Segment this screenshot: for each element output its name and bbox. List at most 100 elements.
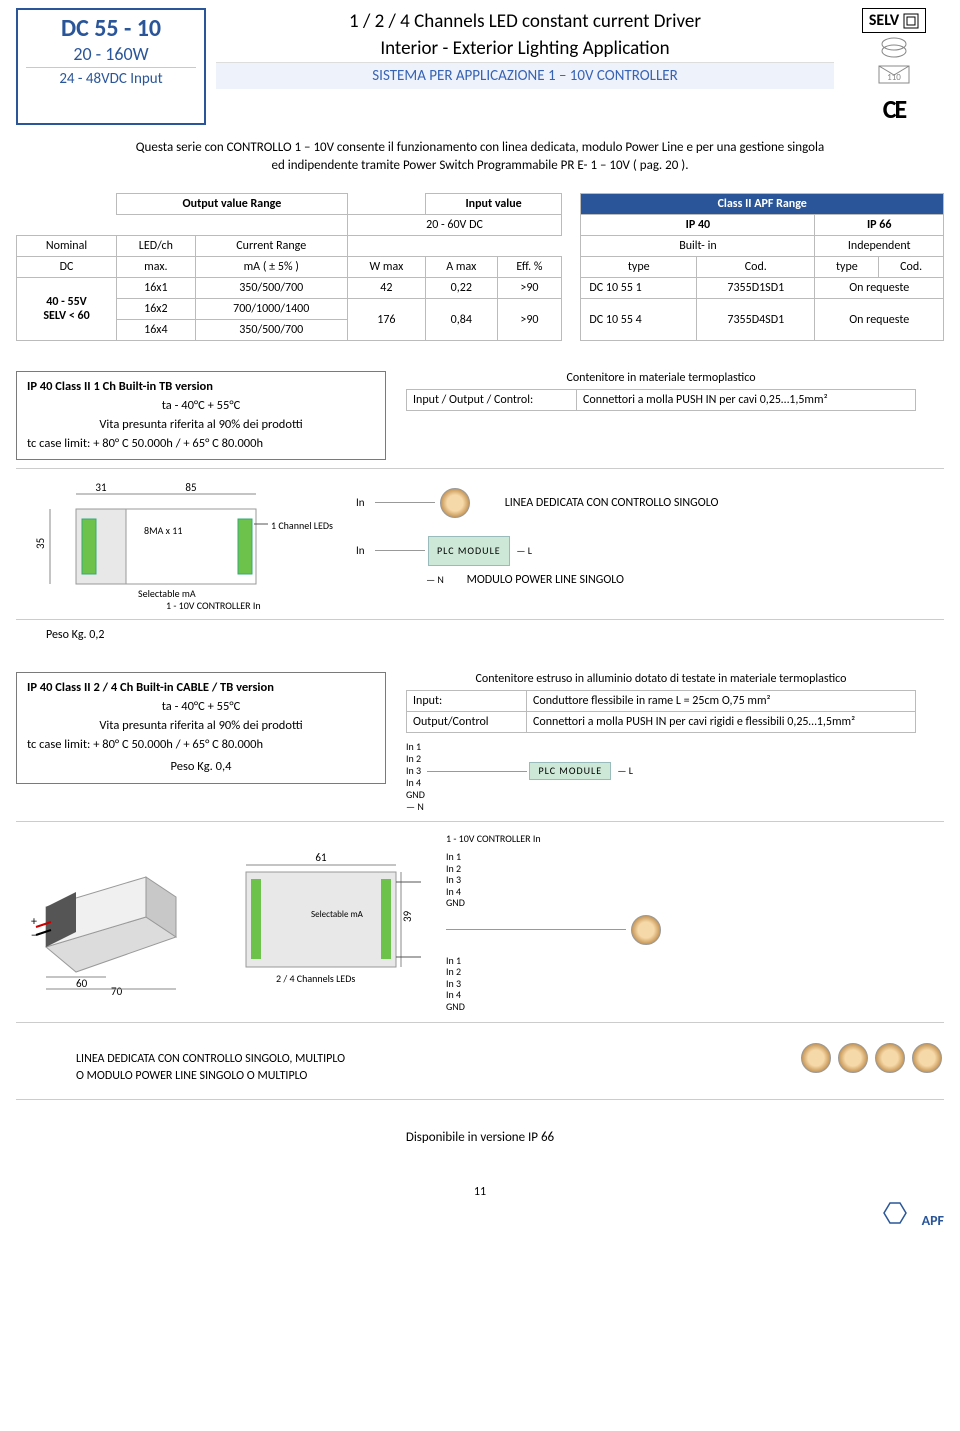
dial-icon: [801, 1043, 831, 1073]
footnote-text: LINEA DEDICATA CON CONTROLLO SINGOLO, MU…: [16, 1051, 799, 1085]
svg-text:110: 110: [887, 72, 901, 83]
h-indep: Independent: [815, 236, 944, 257]
svg-text:60: 60: [76, 977, 88, 990]
table-row: 16x2 700/1000/1400 176 0,84 >90 DC 10 55…: [17, 299, 944, 320]
device-photo-24ch: + − 60 70: [26, 847, 196, 997]
label-dedicata: LINEA DEDICATA CON CONTROLLO SINGOLO: [505, 496, 719, 510]
h-input: Input value: [425, 194, 561, 215]
r1-title: Contenitore in materiale termoplastico: [406, 371, 916, 385]
svg-text:2 / 4 Channels LEDs: 2 / 4 Channels LEDs: [276, 972, 355, 985]
dial-icon: [912, 1043, 942, 1073]
r1-b: Connettori a molla PUSH IN per cavi 0,25…: [577, 390, 916, 411]
spec1-tc: tc case limit: + 80° C 50.000h / + 65° C…: [27, 436, 263, 451]
device-top-24ch: 61 39 Selectable mA 2 / 4 Channels LEDs: [216, 847, 426, 997]
h-ip66: IP 66: [815, 215, 944, 236]
plc-module-label: PLC MODULE: [428, 536, 510, 566]
r2-b2: Connettori a molla PUSH IN per cavi rigi…: [527, 712, 916, 733]
ce-mark: CE: [883, 93, 905, 125]
r2-a1: Input:: [407, 691, 527, 712]
intro-text: Questa serie con CONTROLLO 1 – 10V conse…: [56, 139, 904, 175]
right-spec-24ch: Contenitore estruso in alluminio dotato …: [406, 672, 916, 813]
svg-text:1 - 10V CONTROLLER In: 1 - 10V CONTROLLER In: [166, 599, 261, 609]
title-line2: Interior - Exterior Lighting Application: [216, 35, 834, 63]
dial-icon: [875, 1043, 905, 1073]
spec2-tc: tc case limit: + 80° C 50.000h / + 65° C…: [27, 737, 263, 752]
spec1-life: Vita presunta riferita al 90% dei prodot…: [27, 416, 375, 435]
h-type1: type: [581, 257, 697, 278]
h-nominal: Nominal: [17, 236, 117, 257]
peso-1ch: Peso Kg. 0,2: [46, 628, 944, 642]
page-number: 11: [16, 1185, 944, 1199]
selv-badge: SELV: [862, 8, 926, 33]
h-cod2: Cod.: [879, 257, 944, 278]
h-class: Class II APF Range: [581, 194, 944, 215]
svg-text:8MA x 11: 8MA x 11: [144, 524, 182, 537]
spec-table: Output value Range Input value Class II …: [16, 193, 944, 341]
spec2-life: Vita presunta riferita al 90% dei prodot…: [27, 717, 375, 736]
svg-text:Selectable mA: Selectable mA: [311, 909, 364, 920]
section-1ch: IP 40 Class II 1 Ch Built-in TB version …: [16, 371, 944, 642]
h-curr2: mA ( ± 5% ): [195, 257, 347, 278]
spec1-ta: ta - 40°C + 55°C: [27, 397, 375, 416]
multi-dials: [799, 1043, 944, 1073]
availability-note: Disponibile in versione IP 66: [16, 1130, 944, 1145]
h-builtin: Built- in: [581, 236, 815, 257]
h-type2: type: [815, 257, 879, 278]
r2-b1: Conduttore flessibile in rame L = 25cm O…: [527, 691, 916, 712]
h-nominal2: DC: [17, 257, 117, 278]
intro-line2: ed indipendente tramite Power Switch Pro…: [56, 157, 904, 175]
compliance-icons: SELV 110 CE: [844, 8, 944, 125]
wattage-range: 20 - 160W: [26, 43, 196, 65]
apf-logo: APF: [878, 1201, 944, 1229]
dial-icon: [440, 488, 470, 518]
header-titles: 1 / 2 / 4 Channels LED constant current …: [216, 8, 834, 125]
svg-text:−: −: [31, 929, 37, 943]
model-box: DC 55 - 10 20 - 160W 24 - 48VDC Input: [16, 8, 206, 125]
spec1-head: IP 40 Class II 1 Ch Built-in TB version: [27, 379, 213, 394]
spec2-head: IP 40 Class II 2 / 4 Ch Built-in CABLE /…: [27, 680, 274, 695]
section-24ch: IP 40 Class II 2 / 4 Ch Built-in CABLE /…: [16, 672, 944, 1100]
svg-text:+: +: [31, 915, 37, 929]
r2-title: Contenitore estruso in alluminio dotato …: [406, 672, 916, 686]
h-curr: Current Range: [195, 236, 347, 257]
h-ip40: IP 40: [581, 215, 815, 236]
svg-text:1 Channel LEDs: 1 Channel LEDs: [271, 519, 333, 532]
h-input-sub: 20 - 60V DC: [347, 215, 561, 236]
diag-right-24ch: 1 - 10V CONTROLLER In In 1 In 2 In 3 In …: [446, 832, 934, 1012]
label-modulo: MODULO POWER LINE SINGOLO: [467, 573, 624, 587]
h-output: Output value Range: [117, 194, 348, 215]
h-eff: Eff. %: [497, 257, 562, 278]
plc-module-label2: PLC MODULE: [529, 762, 611, 780]
ctrl-label: 1 - 10V CONTROLLER In: [446, 832, 934, 845]
nominal-cell: 40 - 55V SELV < 60: [17, 278, 117, 341]
svg-text:61: 61: [315, 851, 327, 864]
diag-labels-1ch: In LINEA DEDICATA CON CONTROLLO SINGOLO …: [356, 488, 934, 601]
spec2-ta: ta - 40°C + 55°C: [27, 698, 375, 717]
h-ledch2: max.: [117, 257, 196, 278]
h-wmax: W max: [347, 257, 425, 278]
r1-a: Input / Output / Control:: [407, 390, 577, 411]
voltage-icon: 110: [874, 63, 914, 89]
peso-24ch: Peso Kg. 0,4: [27, 758, 375, 777]
r2-a2: Output/Control: [407, 712, 527, 733]
diagram-1ch: 31 85 35 8MA x 11 1 Channel LEDs Selecta…: [16, 468, 944, 620]
h-amax: A max: [425, 257, 497, 278]
diagram-24ch: + − 60 70 61 39 Selectable mA 2 / 4 Chan…: [16, 821, 944, 1023]
h-cod1: Cod.: [697, 257, 815, 278]
spec-box-24ch: IP 40 Class II 2 / 4 Ch Built-in CABLE /…: [16, 672, 386, 784]
svg-text:31: 31: [95, 481, 107, 494]
title-line3: SISTEMA PER APPLICAZIONE 1 – 10V CONTROL…: [216, 63, 834, 89]
title-line1: 1 / 2 / 4 Channels LED constant current …: [216, 8, 834, 35]
dial-icon: [631, 915, 661, 945]
transformer-icon: [874, 37, 914, 59]
spec-box-1ch: IP 40 Class II 1 Ch Built-in TB version …: [16, 371, 386, 460]
device-svg-1ch: 31 85 35 8MA x 11 1 Channel LEDs Selecta…: [26, 479, 336, 609]
svg-text:35: 35: [34, 538, 47, 549]
svg-text:85: 85: [185, 481, 196, 494]
svg-text:70: 70: [111, 985, 123, 997]
input-spec: 24 - 48VDC Input: [26, 67, 196, 88]
table-row: 40 - 55V SELV < 60 16x1 350/500/700 42 0…: [17, 278, 944, 299]
page-header: DC 55 - 10 20 - 160W 24 - 48VDC Input 1 …: [16, 8, 944, 125]
right-spec-1ch: Contenitore in materiale termoplastico I…: [406, 371, 916, 411]
intro-line1: Questa serie con CONTROLLO 1 – 10V conse…: [56, 139, 904, 157]
